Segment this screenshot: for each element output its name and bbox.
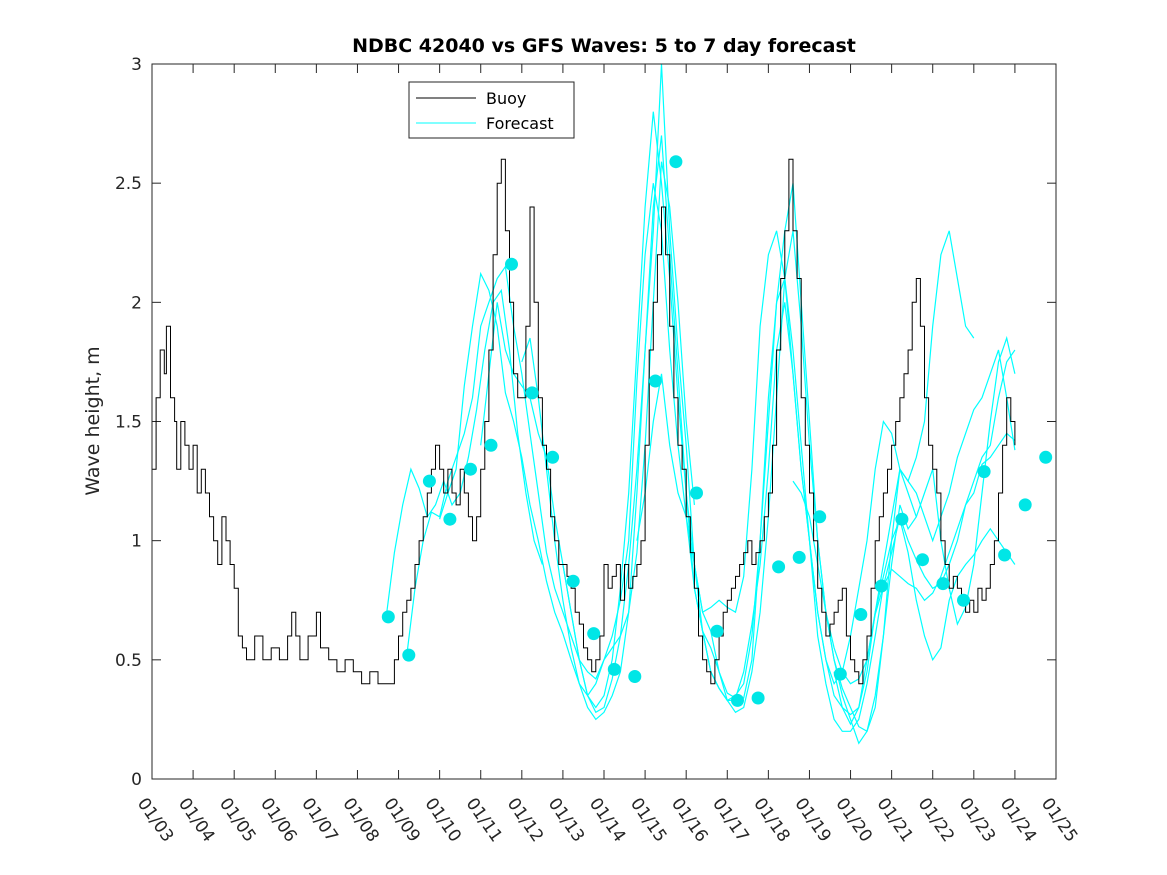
legend-buoy-label: Buoy [486, 89, 526, 108]
y-tick-label: 0.5 [115, 651, 142, 671]
forecast-marker [731, 693, 744, 707]
buoy-line [152, 158, 1016, 685]
y-tick-label: 1.5 [115, 413, 142, 433]
forecast-marker [751, 691, 765, 705]
forecast-line-8 [833, 349, 1016, 726]
forecast-marker [833, 667, 847, 681]
forecast-line-6 [636, 302, 1016, 716]
y-tick-label: 3 [131, 55, 142, 75]
forecast-marker [1039, 450, 1053, 464]
forecast-marker [710, 624, 724, 638]
x-tick-label: 01/15 [626, 794, 670, 846]
forecast-marker [772, 560, 786, 574]
forecast-marker [916, 553, 929, 567]
x-tick-label: 01/21 [873, 794, 917, 846]
x-tick-label: 01/04 [174, 794, 218, 846]
x-tick-label: 01/17 [708, 794, 752, 846]
forecast-marker [566, 574, 580, 588]
x-tick-label: 01/18 [749, 794, 793, 846]
plot-area [152, 64, 1056, 779]
x-tick-label: 01/11 [462, 794, 506, 846]
forecast-marker [669, 155, 683, 169]
y-tick-labels: 0 0.5 1 1.5 2 2.5 3 [115, 55, 142, 790]
x-tick-label: 01/14 [585, 794, 629, 846]
forecast-marker [792, 550, 806, 564]
forecast-marker [546, 450, 560, 464]
y-tick-label: 1 [131, 532, 142, 552]
forecast-marker [628, 670, 642, 683]
forecast-marker [977, 465, 991, 479]
forecast-marker [813, 510, 827, 524]
forecast-marker [525, 386, 539, 400]
y-tick-label: 0 [131, 770, 142, 790]
y-tick-label: 2.5 [115, 174, 142, 194]
forecast-marker [1018, 498, 1032, 512]
x-tick-label: 01/22 [914, 794, 958, 846]
forecast-marker [957, 593, 970, 607]
forecast-marker [607, 662, 621, 676]
x-tick-label: 01/23 [955, 794, 999, 846]
y-axis-label: Wave height, m [82, 346, 104, 495]
forecast-line-1 [406, 161, 695, 680]
x-tick-label: 01/08 [338, 794, 382, 846]
forecast-marker [505, 257, 518, 271]
forecast-marker [998, 548, 1012, 562]
legend-forecast-label: Forecast [486, 114, 554, 133]
forecast-marker [874, 579, 888, 593]
plot-frame [151, 63, 1057, 780]
forecast-marker [854, 608, 868, 621]
x-tick-label: 01/12 [503, 794, 547, 846]
x-tick-label: 01/19 [790, 794, 834, 846]
forecast-marker [895, 512, 909, 526]
x-tick-label: 01/25 [1037, 794, 1081, 846]
forecast-marker [402, 648, 416, 662]
forecast-marker [484, 438, 498, 452]
x-tick-label: 01/16 [667, 794, 711, 846]
forecast-markers [381, 155, 1053, 707]
x-tick-label: 01/03 [133, 794, 177, 846]
chart-title: NDBC 42040 vs GFS Waves: 5 to 7 day fore… [352, 35, 856, 57]
x-tick-label: 01/24 [996, 794, 1040, 846]
legend-box [408, 81, 575, 139]
x-tick-label: 01/09 [379, 794, 423, 846]
forecast-marker [422, 474, 436, 488]
forecast-marker [443, 512, 457, 526]
x-tick-label: 01/06 [256, 794, 300, 846]
x-tick-label: 01/20 [831, 794, 875, 846]
series-layer [152, 63, 1016, 745]
x-tick-label: 01/13 [544, 794, 588, 846]
x-tick-label: 01/05 [215, 794, 259, 846]
forecast-line-4 [521, 135, 975, 721]
forecast-marker [587, 627, 601, 641]
x-tick-label: 01/07 [297, 794, 341, 846]
forecast-marker [648, 374, 662, 388]
legend: Buoy Forecast [408, 81, 575, 139]
y-tick-label: 2 [131, 293, 142, 313]
x-tick-labels: 01/0301/0401/0501/0601/0701/0801/0901/10… [133, 794, 1081, 846]
forecast-marker [381, 610, 395, 624]
forecast-marker [464, 462, 477, 476]
forecast-marker [936, 577, 950, 591]
forecast-marker [690, 486, 703, 500]
x-tick-label: 01/10 [421, 794, 465, 846]
